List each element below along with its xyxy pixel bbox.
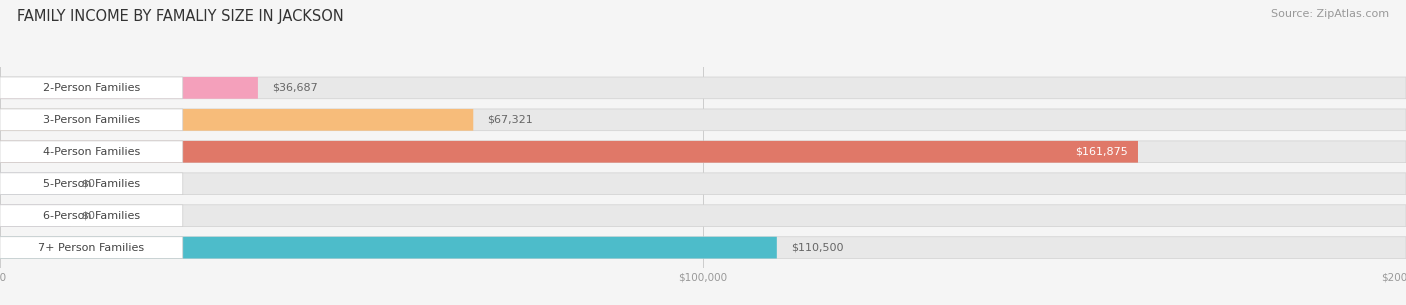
FancyBboxPatch shape <box>0 109 183 131</box>
FancyBboxPatch shape <box>0 77 257 99</box>
FancyBboxPatch shape <box>0 205 183 227</box>
Text: $0: $0 <box>82 179 94 189</box>
Text: $0: $0 <box>82 211 94 221</box>
FancyBboxPatch shape <box>0 205 1406 227</box>
Text: $36,687: $36,687 <box>271 83 318 93</box>
Text: 7+ Person Families: 7+ Person Families <box>38 243 145 253</box>
Text: 4-Person Families: 4-Person Families <box>42 147 141 157</box>
FancyBboxPatch shape <box>0 109 1406 131</box>
FancyBboxPatch shape <box>0 141 1137 163</box>
Text: $161,875: $161,875 <box>1074 147 1128 157</box>
FancyBboxPatch shape <box>0 173 70 195</box>
FancyBboxPatch shape <box>0 141 183 163</box>
FancyBboxPatch shape <box>0 237 778 259</box>
FancyBboxPatch shape <box>0 109 474 131</box>
Text: 6-Person Families: 6-Person Families <box>42 211 141 221</box>
FancyBboxPatch shape <box>0 173 1406 195</box>
Text: $110,500: $110,500 <box>792 243 844 253</box>
Text: FAMILY INCOME BY FAMALIY SIZE IN JACKSON: FAMILY INCOME BY FAMALIY SIZE IN JACKSON <box>17 9 343 24</box>
FancyBboxPatch shape <box>0 173 183 195</box>
Text: 5-Person Families: 5-Person Families <box>42 179 141 189</box>
FancyBboxPatch shape <box>0 237 1406 259</box>
Text: 2-Person Families: 2-Person Families <box>42 83 141 93</box>
Text: $67,321: $67,321 <box>488 115 533 125</box>
FancyBboxPatch shape <box>0 141 1406 163</box>
FancyBboxPatch shape <box>0 205 70 227</box>
FancyBboxPatch shape <box>0 77 183 99</box>
FancyBboxPatch shape <box>0 237 183 259</box>
FancyBboxPatch shape <box>0 77 1406 99</box>
Text: 3-Person Families: 3-Person Families <box>42 115 141 125</box>
Text: Source: ZipAtlas.com: Source: ZipAtlas.com <box>1271 9 1389 19</box>
